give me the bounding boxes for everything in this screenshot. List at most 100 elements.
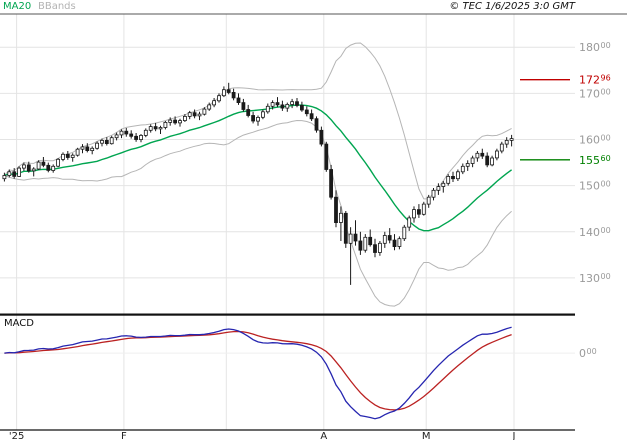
candle-body [197,113,202,117]
candle-body [226,89,231,93]
candle-body [314,118,319,131]
resistance-level-label: 17296 [579,74,611,87]
candle-body [51,165,56,171]
candle-body [129,133,134,137]
candle-body [480,152,485,157]
candle-body [100,139,104,144]
candle-body [446,175,451,184]
candle-body [109,137,114,145]
candle-body [275,102,280,106]
candle-body [280,104,285,109]
candle-body [31,168,36,172]
candle-body [251,115,256,122]
candle-body [475,152,480,159]
candle-body [270,102,275,107]
candle-body [377,242,382,253]
candle-body [338,212,343,223]
candle-body [431,189,436,198]
candle-body [421,203,426,215]
main-panel-layer [2,42,514,307]
candle-body [329,169,334,198]
bbands-legend-label[interactable]: BBands [38,1,76,12]
month-label: A [320,431,327,440]
candle-body [504,139,509,145]
ma20-line [4,104,513,232]
candle-body [65,153,70,158]
candle-body [402,226,407,240]
month-label: M [422,431,431,440]
candle-body [182,116,187,122]
candle-body [212,100,217,106]
price-axis-label: 15000 [579,180,611,193]
candle-body [2,175,7,180]
candle-body [499,143,504,152]
candle-body [348,233,353,244]
candle-body [217,95,221,102]
candle-body [397,238,402,247]
candle-body [134,135,139,140]
price-axis-label: 14000 [579,226,611,239]
candle-body [358,240,363,251]
candle-body [178,120,182,124]
candle-body [436,186,441,191]
candle-body [173,119,178,124]
candle-body [368,236,373,246]
candle-body [207,104,212,110]
candle-body [256,117,260,122]
candle-body [124,130,129,135]
candle-body [95,142,99,149]
macd-panel-label[interactable]: MACD [4,318,34,329]
month-label: J [512,431,516,440]
candle-body [465,163,470,167]
candle-body [241,102,246,110]
candle-body [7,171,12,176]
candle-body [46,164,51,171]
candle-body [416,209,421,215]
candle-body [353,233,358,242]
candle-body [148,126,153,131]
candle-body [192,112,197,117]
candle-body [114,134,119,139]
candle-body [295,101,299,106]
candle-body [426,196,431,205]
macd-line [4,326,512,420]
candle-body [80,146,85,150]
price-axis-label: 16000 [579,134,611,147]
candle-body [412,209,416,219]
candle-body [494,150,499,159]
candle-body [382,235,387,244]
candle-body [221,89,226,97]
candle-body [363,236,368,251]
macd-zero-label: 000 [579,347,597,360]
candle-body [309,113,314,120]
candle-body [290,101,295,105]
bollinger-lower-line [4,119,512,307]
macd-signal-line [4,330,512,411]
candle-body [324,143,329,170]
candle-body [168,119,173,123]
candle-body [304,109,309,115]
candle-body [392,239,397,248]
panel-divider [0,313,575,316]
candle-body [70,154,75,158]
price-axis-label: 13000 [579,272,611,285]
candle-body [387,235,392,241]
candle-body [41,161,46,166]
candle-body [12,171,17,177]
copyright-text: © TEC 1/6/2025 3:0 GMT [449,1,575,12]
candle-body [90,147,95,152]
candle-body [153,126,158,130]
candle-body [299,105,304,111]
month-label: F [121,431,127,440]
candle-body [485,155,490,166]
ma20-legend-label[interactable]: MA20 [3,1,32,12]
month-label: '25 [9,431,24,440]
candle-body [158,127,163,130]
candle-body [460,165,465,173]
candle-body [139,134,143,140]
candle-body [246,109,251,116]
candle-body [373,244,377,253]
candle-body [231,92,236,99]
